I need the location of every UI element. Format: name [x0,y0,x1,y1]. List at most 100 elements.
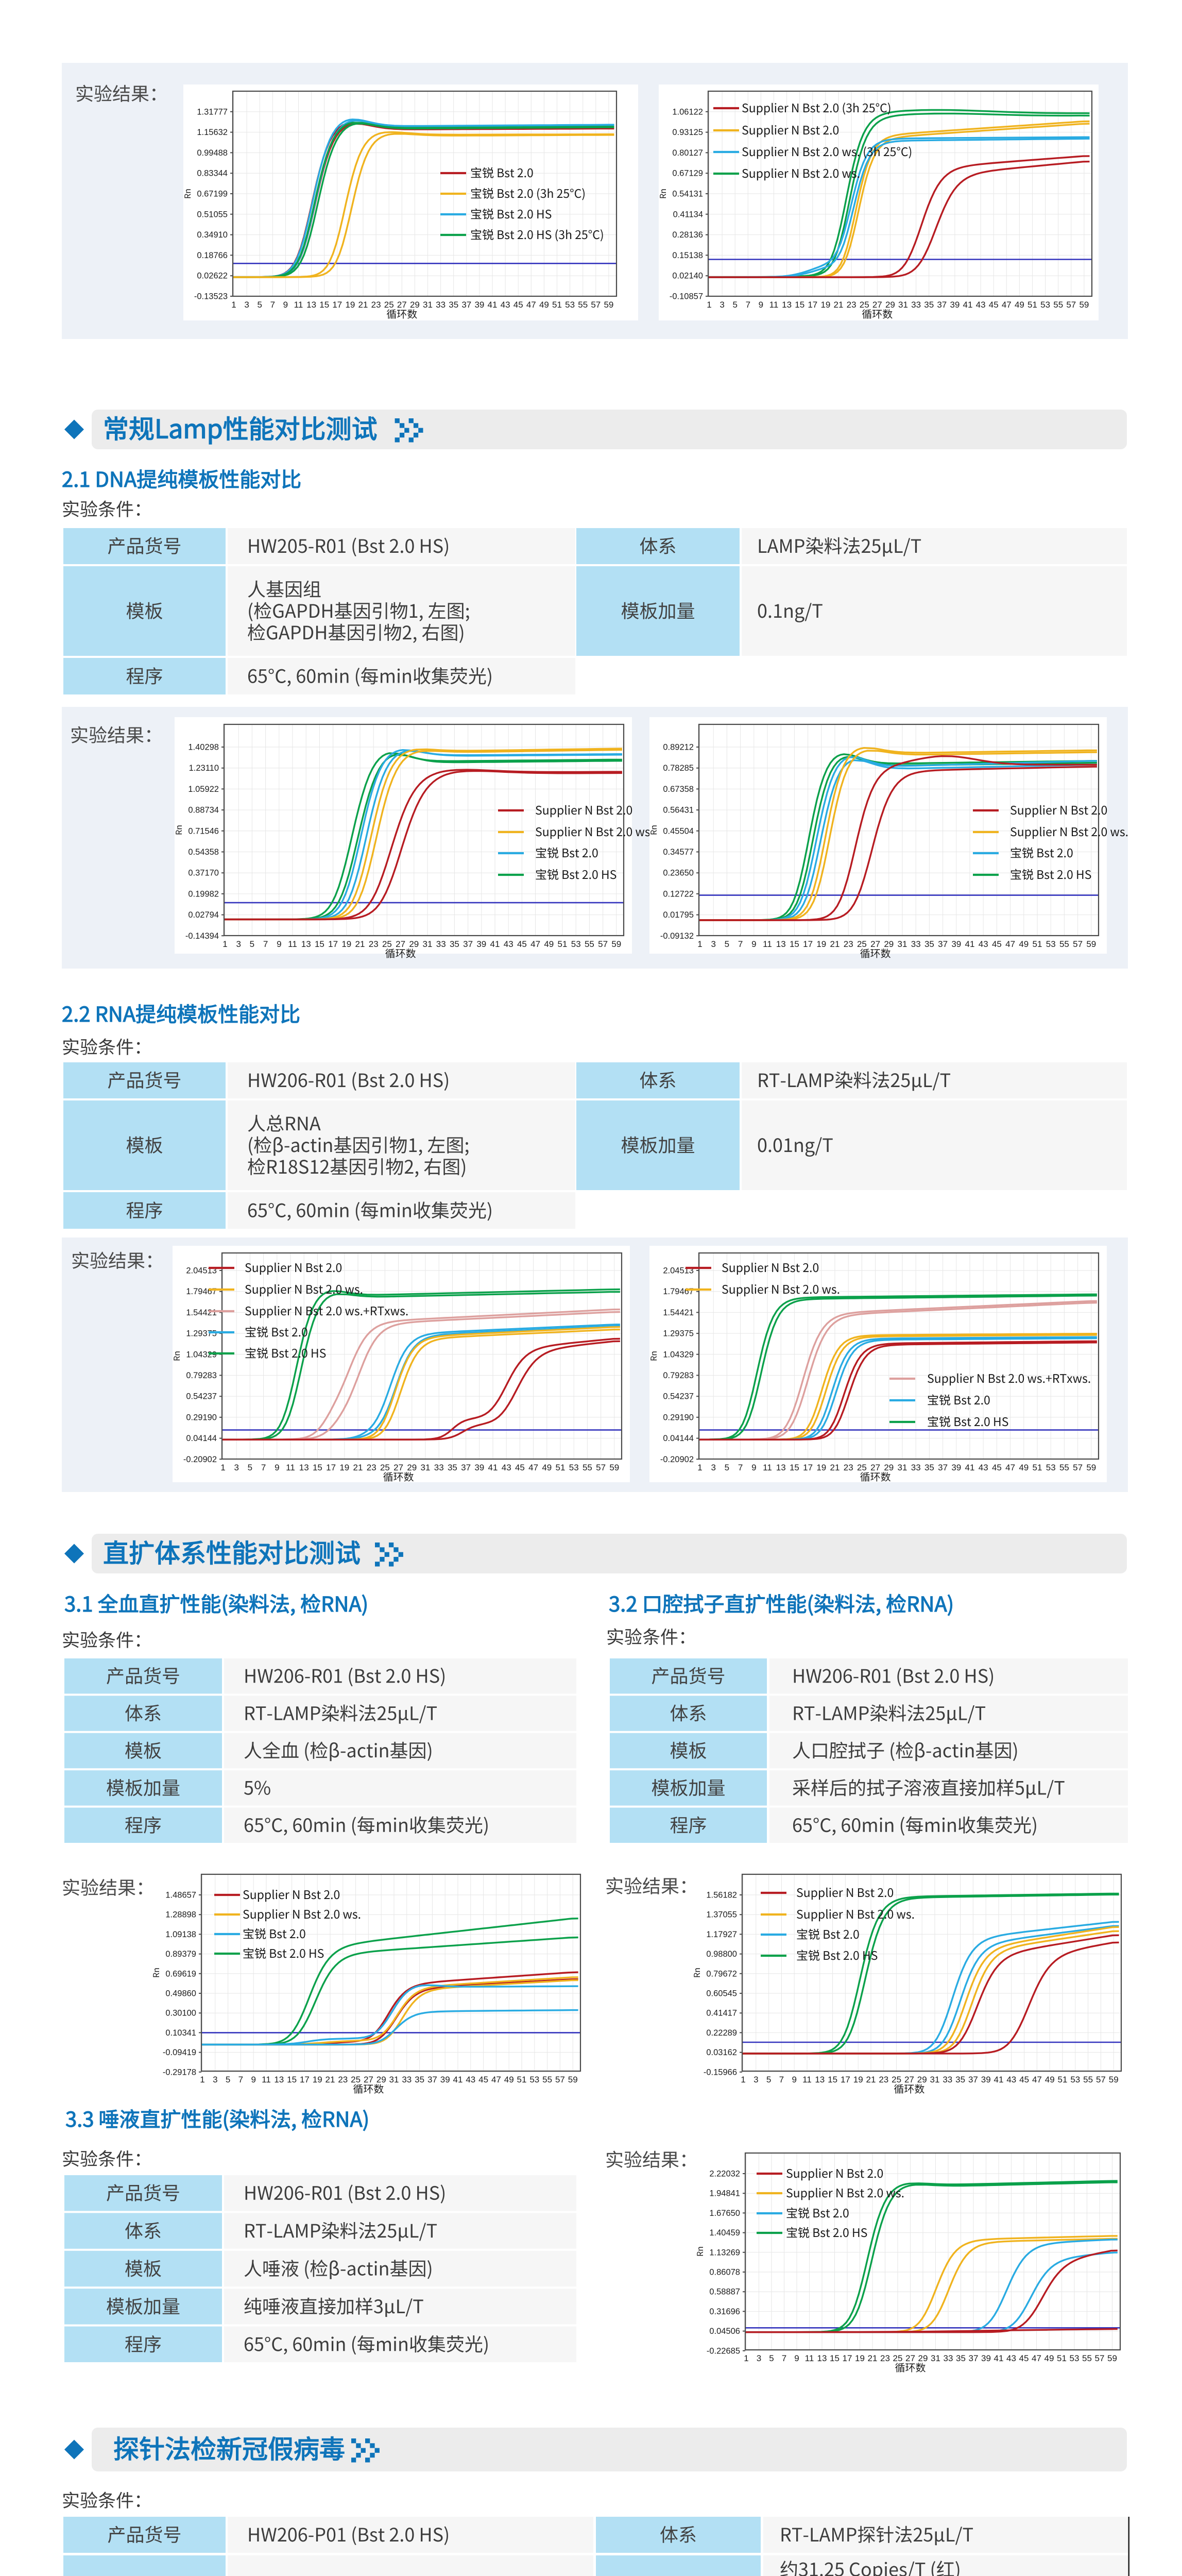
svg-text:0.99488: 0.99488 [197,148,228,158]
svg-text:37: 37 [427,2075,437,2084]
svg-text:1.94841: 1.94841 [709,2189,740,2198]
svg-text:0.04506: 0.04506 [709,2327,740,2336]
svg-text:47: 47 [1002,300,1012,310]
svg-text:25: 25 [351,2075,361,2084]
svg-text:39: 39 [440,2075,450,2084]
svg-text:1.13269: 1.13269 [709,2248,740,2257]
svg-text:19: 19 [820,300,830,310]
svg-text:17: 17 [841,2075,850,2084]
svg-text:31: 31 [931,2353,940,2363]
svg-text:11: 11 [294,300,303,310]
svg-text:45: 45 [513,300,523,310]
svg-text:49: 49 [1019,939,1029,949]
svg-text:17: 17 [326,1463,336,1472]
svg-text:55: 55 [1059,939,1069,949]
svg-text:33: 33 [436,300,446,310]
svg-text:1: 1 [697,939,702,949]
svg-text:21: 21 [868,2353,878,2363]
svg-text:0.37170: 0.37170 [188,869,219,878]
svg-text:1: 1 [697,1463,702,1472]
svg-text:37: 37 [937,300,947,310]
svg-text:1.29375: 1.29375 [186,1329,217,1338]
svg-text:41: 41 [453,2075,463,2084]
svg-text:43: 43 [979,1463,988,1472]
svg-text:-0.15966: -0.15966 [704,2067,737,2077]
svg-text:0.51055: 0.51055 [197,210,228,219]
svg-text:57: 57 [1073,939,1083,949]
svg-text:9: 9 [283,300,288,310]
svg-text:19: 19 [816,1463,826,1472]
svg-text:25: 25 [384,300,394,310]
svg-text:51: 51 [1033,939,1042,949]
svg-text:0.60545: 0.60545 [706,1989,737,1998]
svg-text:0.34577: 0.34577 [663,848,694,857]
svg-text:39: 39 [981,2075,991,2084]
svg-text:37: 37 [461,1463,471,1472]
svg-text:39: 39 [981,2353,991,2363]
svg-text:7: 7 [779,2075,784,2084]
svg-text:-0.20902: -0.20902 [183,1455,217,1464]
svg-text:0.86078: 0.86078 [709,2268,740,2277]
svg-text:-0.09419: -0.09419 [163,2048,196,2057]
svg-text:31: 31 [423,939,433,949]
svg-text:21: 21 [355,939,365,949]
svg-text:0.93125: 0.93125 [672,128,703,137]
svg-text:43: 43 [504,939,513,949]
svg-text:0.02622: 0.02622 [197,272,228,281]
svg-text:23: 23 [371,300,381,310]
svg-text:0.41134: 0.41134 [673,210,703,219]
svg-text:15: 15 [790,1463,799,1472]
svg-text:35: 35 [450,939,459,949]
svg-text:1.67650: 1.67650 [709,2209,740,2218]
svg-text:17: 17 [803,1463,813,1472]
svg-text:11: 11 [805,2353,814,2363]
svg-text:23: 23 [338,2075,348,2084]
svg-text:1.79467: 1.79467 [186,1287,217,1296]
svg-text:51: 51 [558,939,568,949]
svg-text:45: 45 [1019,2353,1029,2363]
svg-text:0.03162: 0.03162 [706,2048,737,2057]
svg-text:0.18766: 0.18766 [197,251,228,260]
svg-text:35: 35 [415,2075,424,2084]
svg-text:47: 47 [530,939,540,949]
svg-text:41: 41 [994,2075,1004,2084]
svg-text:59: 59 [1079,300,1089,310]
svg-text:25: 25 [860,300,869,310]
svg-text:45: 45 [515,1463,525,1472]
svg-text:9: 9 [277,939,281,949]
svg-text:31: 31 [930,2075,940,2084]
svg-text:0.54131: 0.54131 [672,190,703,199]
svg-text:0.49860: 0.49860 [165,1989,196,1998]
svg-text:51: 51 [552,300,562,310]
svg-text:9: 9 [794,2353,799,2363]
svg-text:7: 7 [782,2353,786,2363]
svg-text:59: 59 [1107,2353,1117,2363]
svg-text:0.58887: 0.58887 [709,2287,740,2297]
svg-text:11: 11 [286,1463,295,1472]
svg-text:29: 29 [885,300,895,310]
svg-text:43: 43 [1006,2353,1016,2363]
svg-text:11: 11 [262,2075,271,2084]
svg-text:51: 51 [1057,2353,1067,2363]
svg-text:15: 15 [790,939,799,949]
svg-text:57: 57 [1095,2353,1105,2363]
svg-text:13: 13 [274,2075,284,2084]
svg-text:0.71546: 0.71546 [188,826,219,836]
svg-text:0.04144: 0.04144 [663,1434,694,1443]
svg-text:53: 53 [1046,939,1056,949]
svg-text:3: 3 [757,2353,761,2363]
svg-text:15: 15 [313,1463,322,1472]
svg-text:17: 17 [328,939,338,949]
svg-text:7: 7 [238,2075,243,2084]
svg-text:33: 33 [911,1463,921,1472]
svg-text:21: 21 [326,2075,335,2084]
svg-text:13: 13 [815,2075,825,2084]
svg-text:1.17927: 1.17927 [706,1930,737,1939]
svg-text:5: 5 [257,300,262,310]
svg-text:5: 5 [769,2353,774,2363]
svg-text:39: 39 [476,939,486,949]
svg-text:21: 21 [834,300,844,310]
svg-text:0.54237: 0.54237 [663,1392,694,1401]
svg-text:0.56431: 0.56431 [663,806,694,815]
svg-text:25: 25 [857,1463,867,1472]
